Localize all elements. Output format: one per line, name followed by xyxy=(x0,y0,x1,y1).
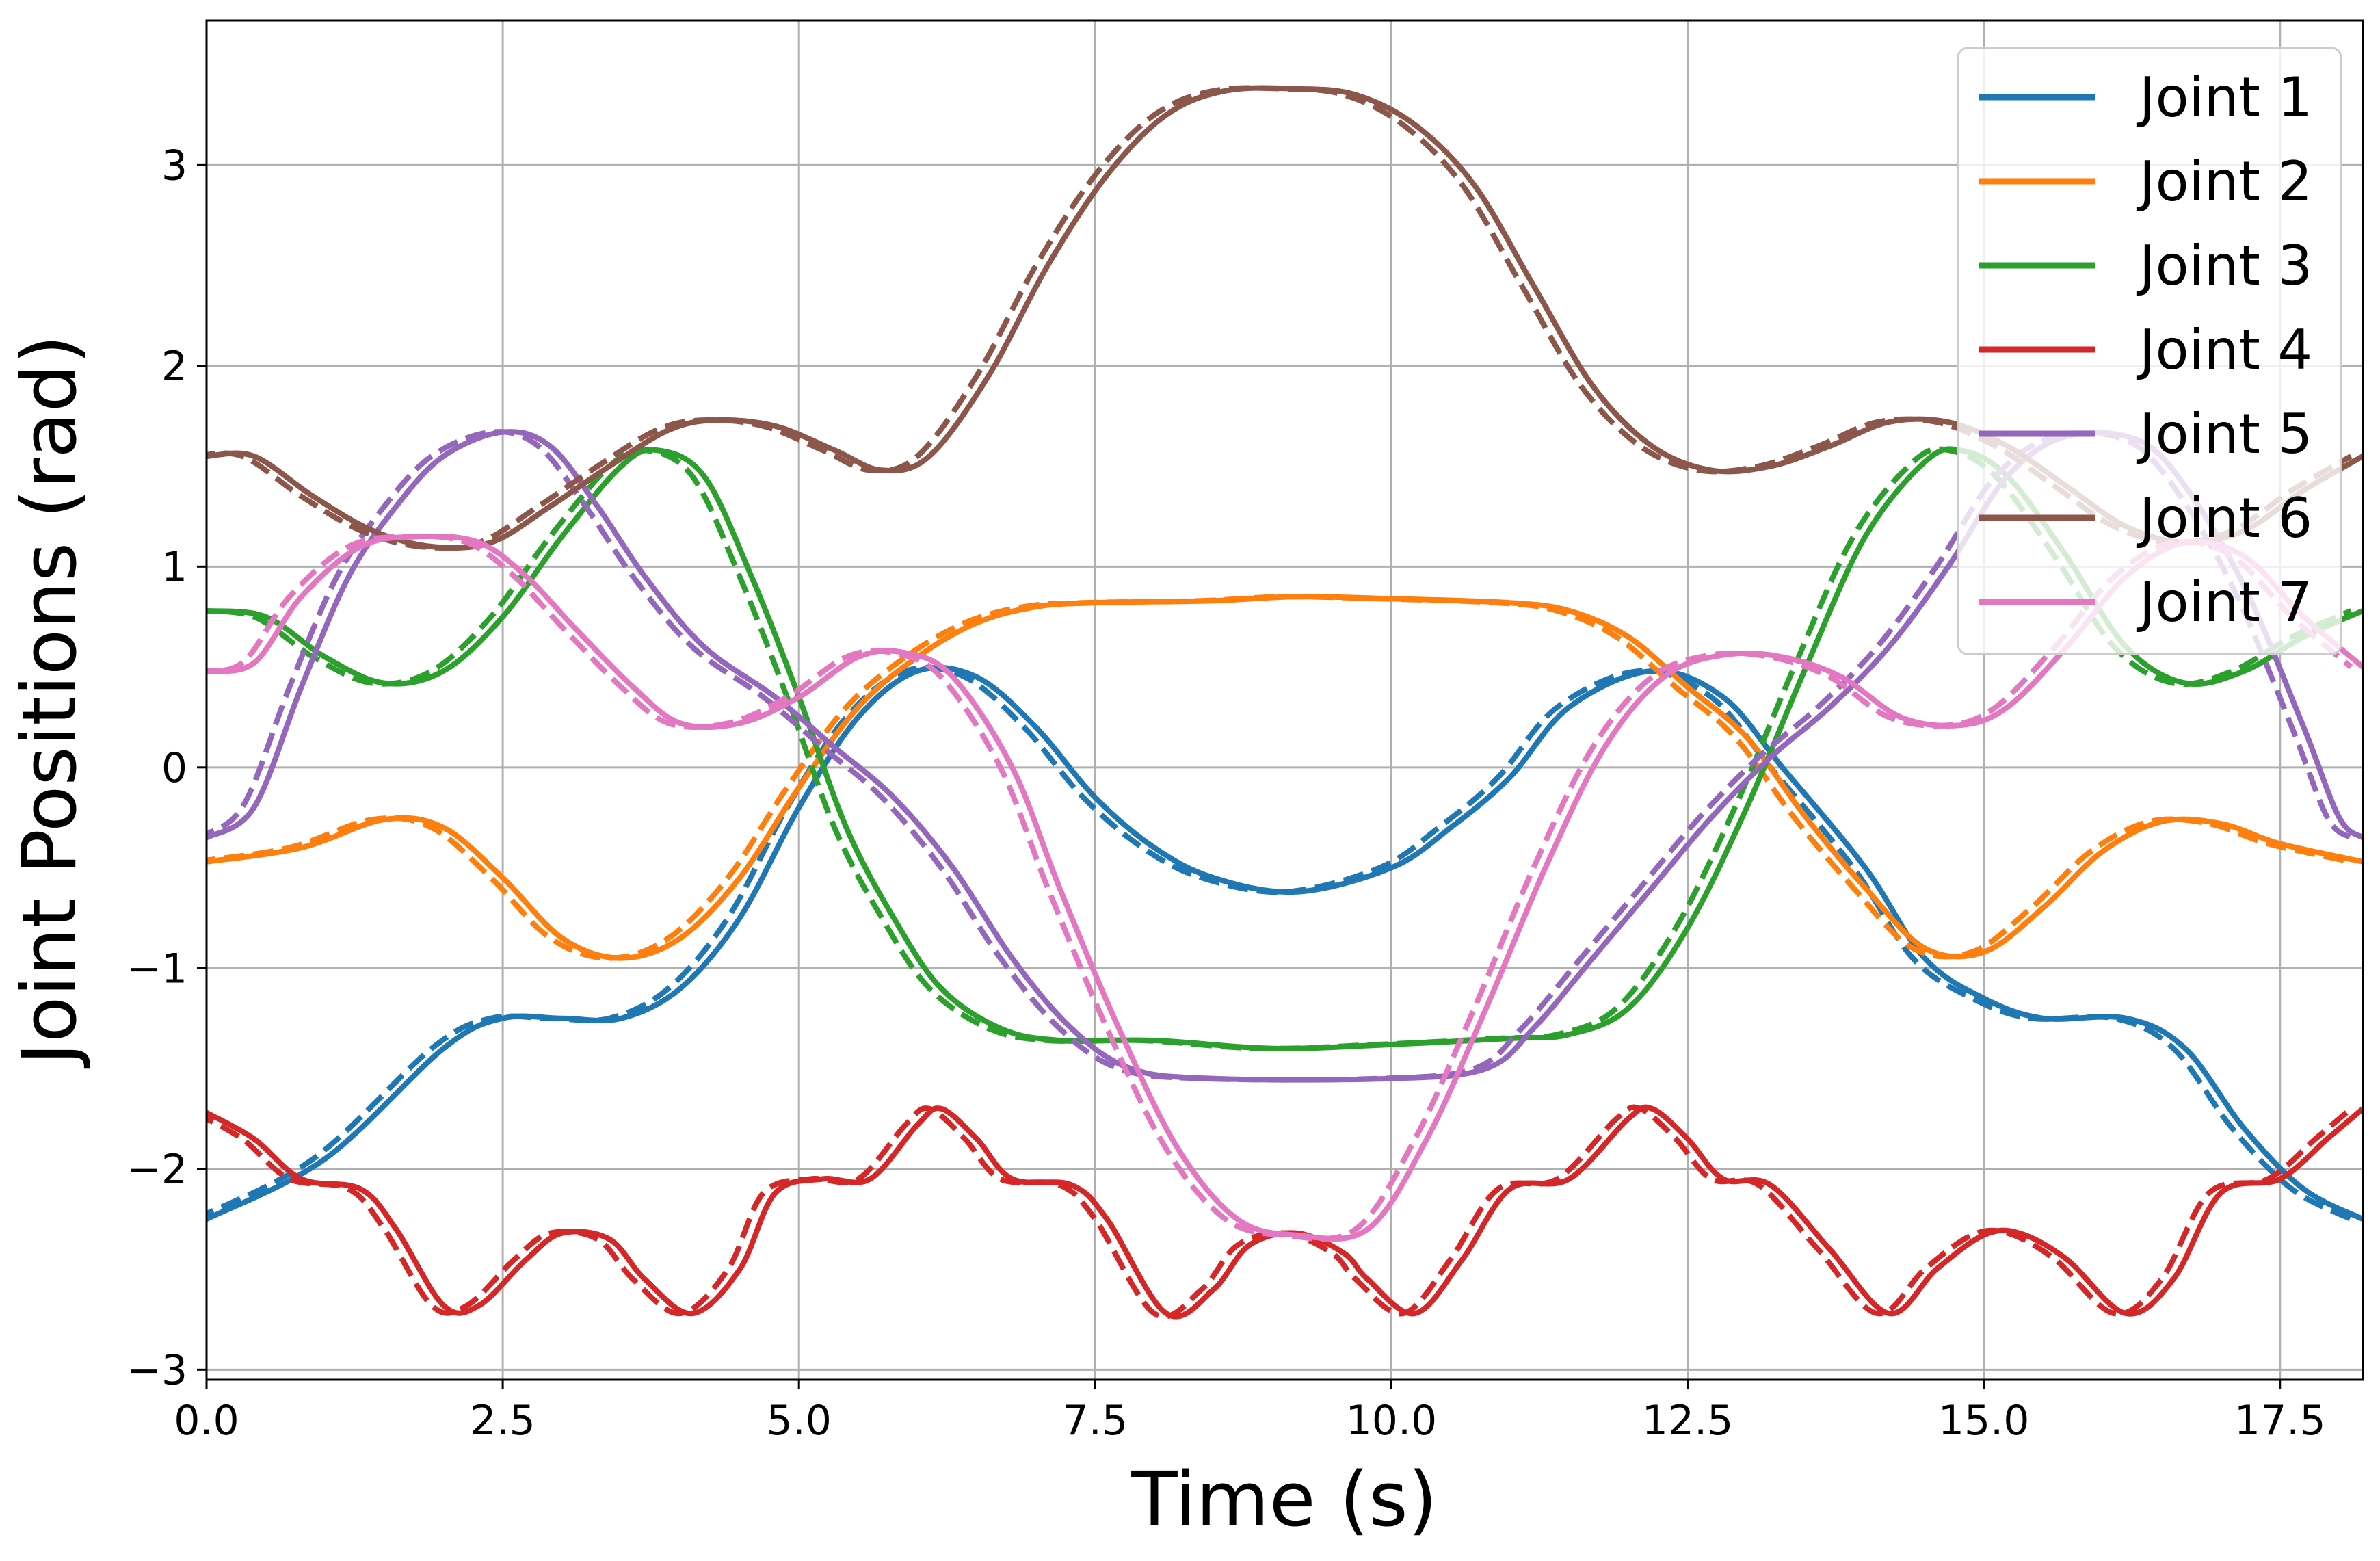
x-axis-title: Time (s) xyxy=(1130,1456,1437,1543)
legend-label-joint-4: Joint 4 xyxy=(2136,318,2312,382)
y-tick-label: −1 xyxy=(127,945,187,993)
x-tick-label: 5.0 xyxy=(766,1397,831,1445)
joint-1-actual-line xyxy=(207,664,2363,1222)
x-tick-label: 7.5 xyxy=(1063,1397,1128,1445)
legend-label-joint-1: Joint 1 xyxy=(2136,66,2312,129)
y-tick-label: 1 xyxy=(161,543,187,591)
joint-2-actual-line xyxy=(207,594,2363,961)
x-tick-label: 10.0 xyxy=(1346,1397,1438,1445)
y-axis: −3 −2 −1 0 1 2 3 xyxy=(127,142,207,1394)
joint-4-actual-line xyxy=(207,1104,2363,1320)
legend: Joint 1 Joint 2 Joint 3 Joint 4 Joint 5 Joint… xyxy=(1957,47,2342,655)
legend-label-joint-2: Joint 2 xyxy=(2136,150,2312,213)
y-axis-title: Joint Positions (rad) xyxy=(5,335,93,1069)
x-tick-label: 15.0 xyxy=(1938,1397,2030,1445)
joint-4-reference-line xyxy=(207,1104,2353,1320)
x-axis: 0.0 2.5 5.0 7.5 10.0 12.5 15.0 17.5 xyxy=(174,1380,2326,1445)
legend-label-joint-5: Joint 5 xyxy=(2136,402,2312,466)
y-tick-label: 0 xyxy=(161,744,187,792)
joint-7-reference-line xyxy=(207,533,2353,1242)
joint-2-reference-line xyxy=(207,594,2352,961)
y-tick-label: 2 xyxy=(161,343,187,391)
legend-frame xyxy=(1957,47,2342,655)
x-tick-label: 17.5 xyxy=(2234,1397,2326,1445)
joint-1-reference-line xyxy=(207,664,2353,1222)
y-tick-label: 3 xyxy=(161,142,187,189)
y-tick-label: −2 xyxy=(127,1146,187,1194)
x-tick-label: 12.5 xyxy=(1642,1397,1734,1445)
legend-label-joint-3: Joint 3 xyxy=(2136,234,2312,298)
joint-7-actual-line xyxy=(207,533,2363,1242)
y-tick-label: −3 xyxy=(127,1346,187,1394)
legend-label-joint-7: Joint 7 xyxy=(2136,570,2312,634)
x-tick-label: 0.0 xyxy=(174,1397,239,1445)
x-tick-label: 2.5 xyxy=(470,1397,535,1445)
plot-frame xyxy=(205,19,2364,1381)
legend-label-joint-6: Joint 6 xyxy=(2136,486,2312,550)
